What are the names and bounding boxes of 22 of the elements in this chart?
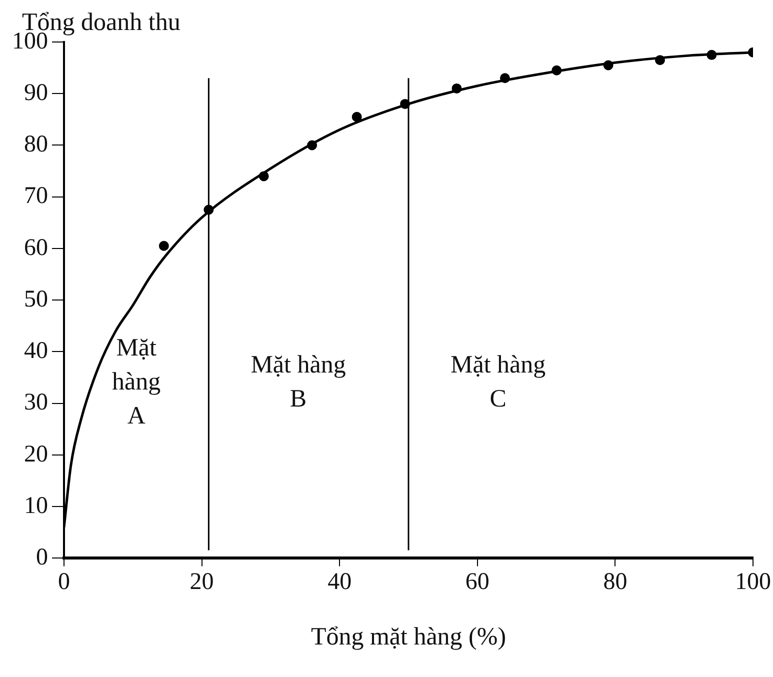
x-tick-label: 20 xyxy=(190,568,214,595)
point xyxy=(158,240,169,251)
y-tick-label: 50 xyxy=(24,286,48,312)
y-tick-label: 0 xyxy=(36,544,48,570)
y-tick-label: 90 xyxy=(24,80,48,106)
x-tick-label: 40 xyxy=(328,568,352,595)
annotation: Mặt hàng C xyxy=(450,351,546,412)
y-tick-label: 60 xyxy=(24,234,48,261)
point xyxy=(352,112,362,122)
x-axis-title: Tổng mặt hàng (%) xyxy=(310,624,506,651)
y-tick-label: 40 xyxy=(24,338,48,364)
annotation: Mặt hàng A xyxy=(112,334,162,430)
x-tick-label: 80 xyxy=(603,568,628,595)
x-tick-label: 100 xyxy=(735,568,771,595)
y-tick-label: 30 xyxy=(24,390,48,416)
y-tick-label: 10 xyxy=(24,492,48,519)
y-tick-label: 70 xyxy=(24,183,48,210)
annotation: Mặt hàng B xyxy=(250,351,346,412)
x-tick-label: 0 xyxy=(58,568,70,595)
x-tick-label: 60 xyxy=(465,568,490,595)
y-tick-label: 80 xyxy=(24,132,48,158)
y-tick-label: 20 xyxy=(24,441,48,468)
